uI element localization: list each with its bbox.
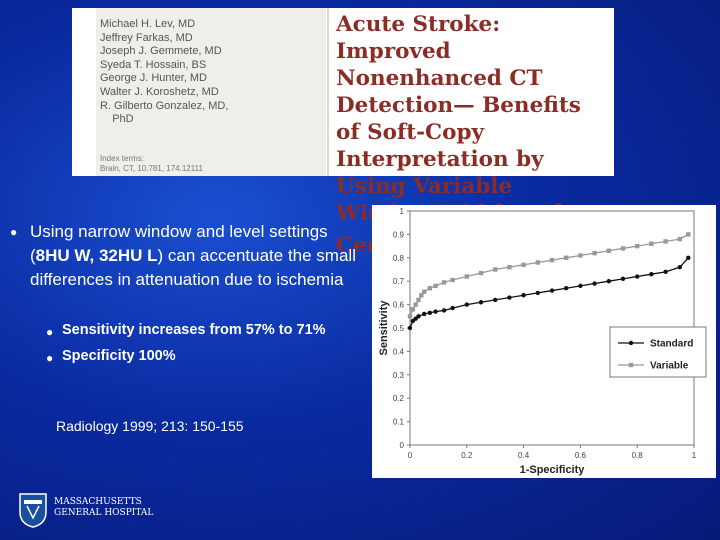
data-point-variable (507, 264, 512, 270)
data-point-variable (407, 314, 413, 319)
data-point-variable (410, 307, 416, 312)
y-tick-label: 0.5 (393, 324, 405, 333)
data-point-variable (478, 270, 484, 276)
author-list: Michael H. Lev, MD Jeffrey Farkas, MD Jo… (100, 18, 229, 126)
data-point-standard (606, 279, 611, 284)
data-point-variable (419, 293, 424, 298)
x-tick-label: 0.4 (518, 451, 530, 460)
data-point-variable (564, 255, 569, 260)
x-tick-label: 0.2 (461, 451, 473, 460)
bullet-main-bold: 8HU W, 32HU L (35, 246, 158, 265)
y-axis-label: Sensitivity (378, 300, 390, 356)
data-point-standard (507, 295, 512, 300)
sub-bullet-dot-icon: ● (46, 351, 54, 365)
data-point-standard (592, 281, 597, 286)
data-point-variable (635, 243, 640, 249)
institution-name: MASSACHUSETTS GENERAL HOSPITAL (54, 497, 154, 518)
data-point-standard (677, 264, 682, 270)
legend-label-standard: Standard (650, 339, 693, 350)
data-point-standard (620, 276, 626, 282)
y-tick-label: 0.7 (393, 277, 405, 286)
data-point-variable (686, 232, 691, 237)
legend-label-variable: Variable (650, 361, 689, 372)
data-point-standard (450, 305, 455, 311)
data-point-variable (549, 257, 555, 263)
legend-marker-variable (628, 362, 634, 368)
data-point-standard (464, 302, 469, 307)
citation: Radiology 1999; 213: 150-155 (56, 418, 244, 434)
author-panel: Michael H. Lev, MD Jeffrey Farkas, MD Jo… (96, 8, 326, 176)
y-tick-label: 0.2 (393, 394, 405, 403)
data-point-variable (441, 280, 447, 285)
data-point-standard (416, 314, 421, 319)
data-point-variable (416, 297, 421, 303)
data-point-standard (407, 325, 413, 331)
y-tick-label: 0.1 (393, 418, 405, 427)
data-point-variable (677, 236, 682, 242)
data-point-variable (592, 250, 597, 256)
data-point-standard (578, 283, 583, 289)
data-point-standard (663, 269, 668, 275)
y-tick-label: 0.8 (393, 254, 405, 263)
x-tick-label: 0 (408, 451, 413, 460)
x-tick-label: 0.8 (632, 451, 644, 460)
data-point-variable (464, 274, 469, 279)
data-point-standard (635, 274, 640, 279)
article-header-image: Michael H. Lev, MD Jeffrey Farkas, MD Jo… (72, 8, 614, 258)
sub-bullet-dot-icon: ● (46, 325, 54, 339)
data-point-standard (564, 286, 569, 291)
header-margin (72, 8, 96, 176)
data-point-standard (433, 309, 438, 314)
x-tick-label: 0.6 (575, 451, 587, 460)
data-point-variable (620, 246, 626, 251)
bullet-main-post: ) can accentuate the small differences i… (30, 246, 356, 289)
bullet-dot-icon: ● (10, 225, 18, 239)
roc-chart-svg: 0 0.1 0.2 0.3 0.4 0.5 0.6 0.7 0.8 0.9 1 0 0.2 0.4 0.6 0… (378, 207, 707, 476)
data-point-standard (686, 255, 691, 260)
y-tick-label: 1 (400, 207, 405, 216)
bullet-main-pre: Using narrow window and level settings ( (30, 222, 328, 265)
sub-bullet-specificity: Specificity 100% (62, 348, 176, 364)
data-point-standard (441, 308, 447, 313)
data-point-standard (427, 310, 433, 315)
x-axis-label: 1-Specificity (520, 464, 586, 476)
y-tick-label: 0.3 (393, 371, 405, 380)
y-tick-label: 0.9 (393, 230, 405, 239)
data-point-variable (493, 267, 498, 272)
data-point-standard (549, 288, 555, 293)
header-divider (327, 8, 329, 176)
data-point-standard (478, 300, 484, 305)
data-point-variable (450, 277, 455, 283)
index-terms: Index terms: Brain, CT, 10.781, 174.1211… (100, 154, 203, 173)
y-tick-label: 0.6 (393, 301, 405, 310)
legend-box (609, 326, 707, 378)
mgh-shield-icon (19, 493, 47, 528)
data-point-variable (413, 302, 418, 307)
y-tick-label: 0.4 (393, 347, 405, 356)
bullet-main-text: Using narrow window and level settings (… (30, 220, 360, 292)
y-tick-label: 0 (400, 441, 405, 450)
data-point-variable (649, 241, 654, 246)
legend-marker-standard (628, 340, 634, 346)
data-point-standard (649, 271, 654, 277)
data-point-variable (578, 253, 583, 258)
sub-bullet-sensitivity: Sensitivity increases from 57% to 71% (62, 322, 326, 338)
data-point-standard (422, 311, 427, 317)
data-point-variable (521, 262, 526, 268)
data-point-variable (535, 260, 540, 265)
data-point-variable (433, 283, 438, 289)
data-point-standard (535, 290, 540, 296)
data-point-standard (521, 293, 526, 298)
data-point-variable (422, 289, 427, 294)
roc-chart: 0 0.1 0.2 0.3 0.4 0.5 0.6 0.7 0.8 0.9 1 0 0.2 0.4 0.6 0… (372, 205, 716, 478)
data-point-variable (606, 248, 611, 253)
data-point-variable (427, 286, 433, 291)
data-point-standard (493, 297, 498, 303)
data-point-variable (663, 239, 668, 244)
x-tick-label: 1 (692, 451, 697, 460)
